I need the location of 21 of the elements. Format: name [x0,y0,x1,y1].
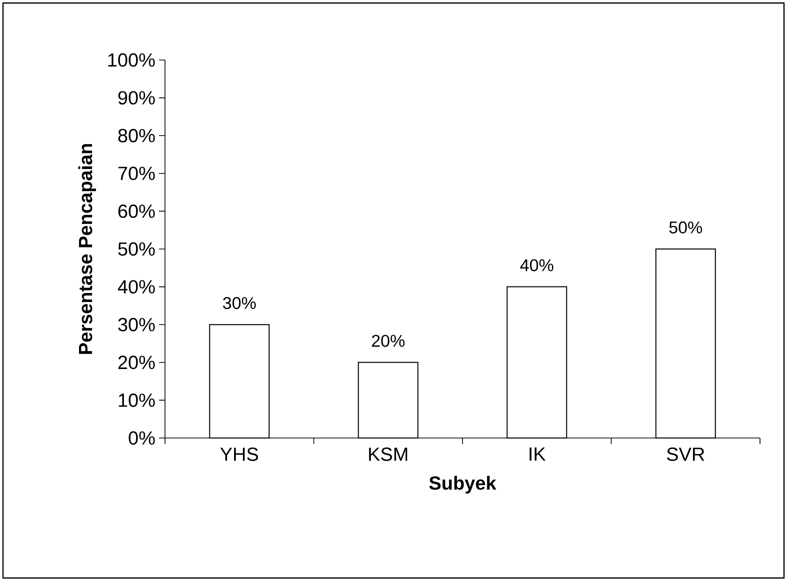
y-tick-label: 60% [118,204,155,218]
x-tick-label: IK [530,448,546,461]
data-label: 40% [520,259,554,272]
x-tick-label: KSM [369,448,408,461]
y-tick-label: 30% [118,318,155,332]
x-tick-label: YHS [220,448,258,461]
y-tick-label: 100% [108,53,155,67]
data-label: 50% [669,221,702,234]
y-tick-label: 70% [118,166,155,180]
data-label: 20% [372,334,405,347]
y-tick-label: 50% [118,242,155,256]
x-axis-title: Subyek [429,476,496,494]
y-tick-label: 10% [118,393,155,407]
y-tick-label: 90% [118,91,155,105]
data-label: 30% [223,297,256,310]
y-axis-title: Persentase Pencapaian [78,144,96,354]
y-tick-label: 80% [118,128,155,142]
x-tick-label: SVR [666,448,704,461]
y-tick-label: 40% [118,280,155,294]
y-tick-label: 20% [118,356,155,370]
y-tick-label: 0% [128,431,155,445]
